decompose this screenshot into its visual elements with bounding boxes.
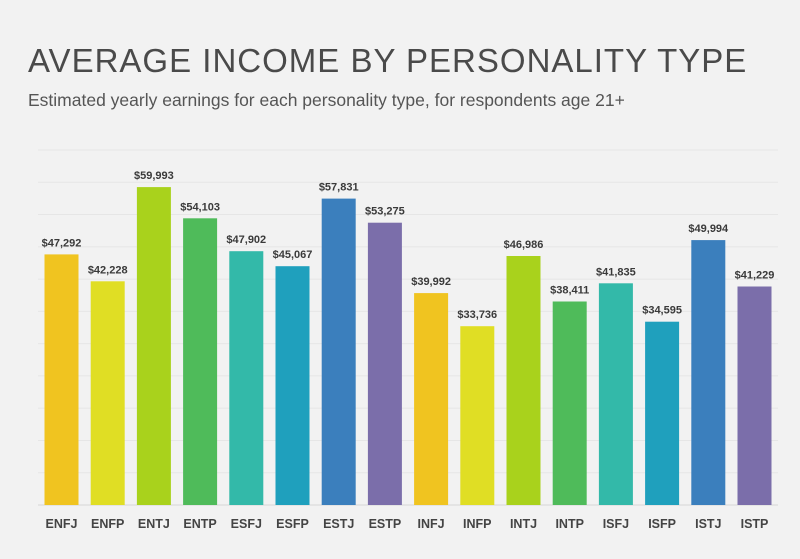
bar-esfj (229, 251, 264, 505)
chart-title: AVERAGE INCOME BY PERSONALITY TYPE (28, 42, 748, 79)
category-label-estp: ESTP (369, 517, 402, 531)
category-label-entj: ENTJ (138, 517, 170, 531)
category-label-entp: ENTP (183, 517, 216, 531)
category-label-isfj: ISFJ (603, 517, 629, 531)
bar-infp (460, 326, 495, 505)
bar-istj (691, 240, 726, 505)
category-label-infp: INFP (463, 517, 491, 531)
value-label-esfj: $47,902 (226, 234, 266, 246)
value-label-intp: $38,411 (550, 285, 589, 297)
bar-intp (552, 301, 587, 505)
value-label-isfj: $41,835 (596, 266, 636, 278)
value-label-entj: $59,993 (134, 170, 174, 182)
bar-enfj (44, 254, 79, 505)
bar-entp (183, 218, 218, 506)
category-label-estj: ESTJ (323, 517, 354, 531)
value-label-intj: $46,986 (504, 239, 544, 251)
category-label-isfp: ISFP (648, 517, 676, 531)
bars (44, 187, 772, 506)
category-labels: ENFJ ENFP ENTJ ENTP ESFJ ESFP ESTJ ESTP INFJ INFP… (46, 517, 769, 531)
category-label-enfj: ENFJ (46, 517, 78, 531)
bar-esfp (275, 266, 310, 505)
value-label-isfp: $34,595 (642, 305, 682, 317)
value-label-entp: $54,103 (180, 201, 220, 213)
value-label-istj: $49,994 (688, 223, 729, 235)
value-label-estp: $53,275 (365, 206, 405, 218)
bar-estj (321, 198, 356, 505)
value-label-enfp: $42,228 (88, 264, 128, 276)
chart-subtitle: Estimated yearly earnings for each perso… (28, 90, 625, 110)
category-label-istj: ISTJ (695, 517, 721, 531)
value-label-estj: $57,831 (319, 182, 359, 194)
bar-intj (506, 256, 541, 505)
category-label-infj: INFJ (418, 517, 445, 531)
category-label-esfp: ESFP (276, 517, 309, 531)
bar-entj (136, 187, 171, 505)
value-label-enfj: $47,292 (42, 237, 82, 249)
value-label-istp: $41,229 (735, 270, 775, 282)
category-label-enfp: ENFP (91, 517, 124, 531)
value-labels: $47,292 $42,228 $59,993 $54,103 $47,902 $45,0… (42, 170, 775, 321)
bar-istp (737, 286, 772, 505)
category-label-esfj: ESFJ (231, 517, 262, 531)
value-label-esfp: $45,067 (273, 249, 313, 261)
category-label-intp: INTP (555, 517, 583, 531)
bar-isfj (598, 283, 633, 505)
value-label-infj: $39,992 (411, 276, 451, 288)
value-label-infp: $33,736 (457, 309, 497, 321)
bar-estp (367, 222, 402, 505)
bar-isfp (645, 321, 680, 505)
category-label-intj: INTJ (510, 517, 537, 531)
bar-infj (414, 293, 449, 505)
bar-enfp (90, 281, 125, 505)
category-label-istp: ISTP (741, 517, 769, 531)
